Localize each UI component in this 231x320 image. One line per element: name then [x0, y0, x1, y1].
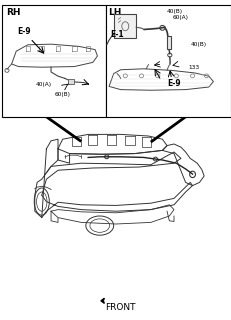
Text: E-9: E-9	[17, 27, 31, 36]
Bar	[68, 79, 74, 84]
Bar	[105, 5, 230, 117]
Bar	[114, 14, 136, 38]
Polygon shape	[100, 298, 104, 303]
Text: FRONT: FRONT	[105, 303, 135, 312]
Bar	[166, 36, 170, 49]
Text: 60(B): 60(B)	[54, 92, 70, 97]
Text: 40(A): 40(A)	[36, 83, 52, 87]
Text: 60(A): 60(A)	[172, 15, 188, 20]
Bar	[2, 5, 105, 117]
Text: RH: RH	[6, 8, 20, 17]
Text: E-9: E-9	[166, 79, 180, 88]
Text: E-1: E-1	[110, 30, 123, 39]
Text: 133: 133	[187, 65, 198, 70]
Text: LH: LH	[108, 8, 122, 17]
Text: 40(B): 40(B)	[166, 9, 182, 14]
Text: 40(B): 40(B)	[189, 43, 206, 47]
